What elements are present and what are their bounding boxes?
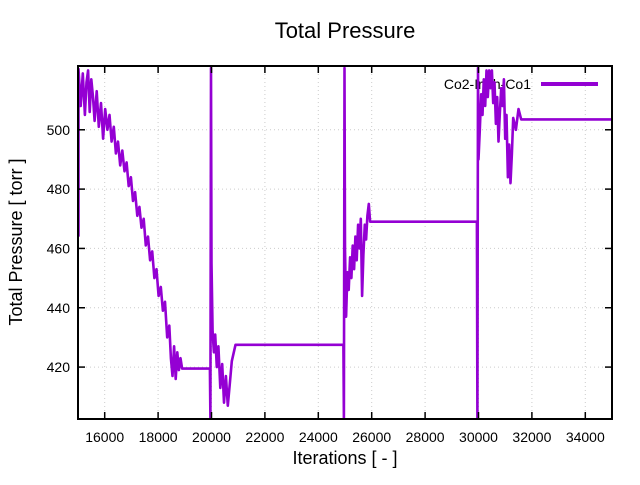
x-tick-label: 22000: [245, 429, 284, 445]
y-tick-label: 440: [47, 300, 71, 316]
data-line-co2-irish-co1: [78, 66, 612, 419]
y-tick-label: 420: [47, 359, 71, 375]
tick-labels: 16000 18000 20000 22000 24000 26000 28000 30000…: [47, 122, 605, 445]
tick-marks: [78, 66, 612, 419]
x-tick-label: 16000: [85, 429, 124, 445]
x-tick-label: 28000: [406, 429, 445, 445]
x-tick-label: 24000: [299, 429, 338, 445]
y-axis-label: Total Pressure [ torr ]: [6, 158, 26, 325]
x-tick-label: 30000: [459, 429, 498, 445]
x-tick-label: 26000: [352, 429, 391, 445]
x-tick-label: 32000: [512, 429, 551, 445]
y-tick-label: 480: [47, 181, 71, 197]
x-tick-label: 34000: [566, 429, 605, 445]
x-tick-label: 18000: [139, 429, 178, 445]
x-axis-label: Iterations [ - ]: [292, 448, 397, 468]
y-tick-label: 500: [47, 122, 71, 138]
chart-title: Total Pressure: [275, 18, 416, 43]
x-tick-label: 20000: [192, 429, 231, 445]
y-tick-label: 460: [47, 240, 71, 256]
plot-border: [77, 65, 613, 420]
